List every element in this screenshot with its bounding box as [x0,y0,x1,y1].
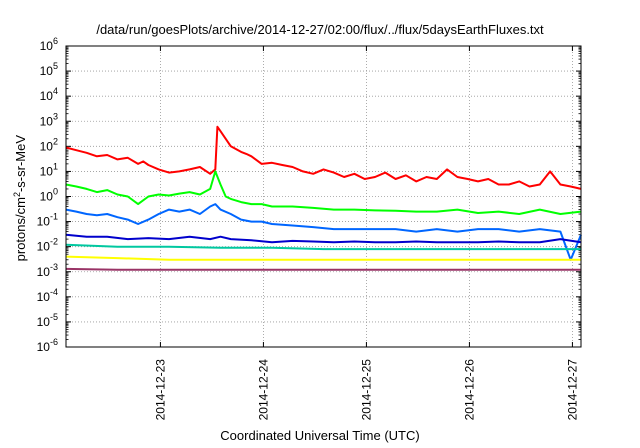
y-tick-label: 10-2 [37,237,58,254]
series-line [65,267,581,271]
x-tick-label: 2014-12-25 [359,359,373,421]
y-tick-label: 10-1 [37,212,58,229]
y-tick-label: 104 [40,86,58,103]
y-tick-label: 10-5 [37,312,58,329]
y-tick-label: 105 [40,61,58,78]
x-axis-label: Coordinated Universal Time (UTC) [220,428,420,443]
series-line [65,170,582,215]
y-tick-label: 100 [40,187,58,204]
series-line [65,233,582,244]
x-tick-label: 2014-12-27 [565,359,579,421]
x-tick-label: 2014-12-24 [256,359,270,421]
x-tick-label: 2014-12-26 [462,359,476,421]
series-line [65,255,581,261]
y-tick-label: 10-3 [37,262,58,279]
y-tick-label: 10-4 [37,287,58,304]
y-tick-label: 106 [40,36,58,53]
y-tick-label: 103 [40,111,58,128]
chart-title: /data/run/goesPlots/archive/2014-12-27/0… [96,22,544,37]
series-line [65,203,582,261]
y-tick-label: 102 [40,136,58,153]
y-tick-label: 10-6 [37,337,58,354]
x-tick-label: 2014-12-23 [153,359,167,421]
y-tick-label: 101 [40,161,58,178]
series-line [65,243,581,251]
series-line [65,125,582,190]
plot-frame [65,45,582,348]
